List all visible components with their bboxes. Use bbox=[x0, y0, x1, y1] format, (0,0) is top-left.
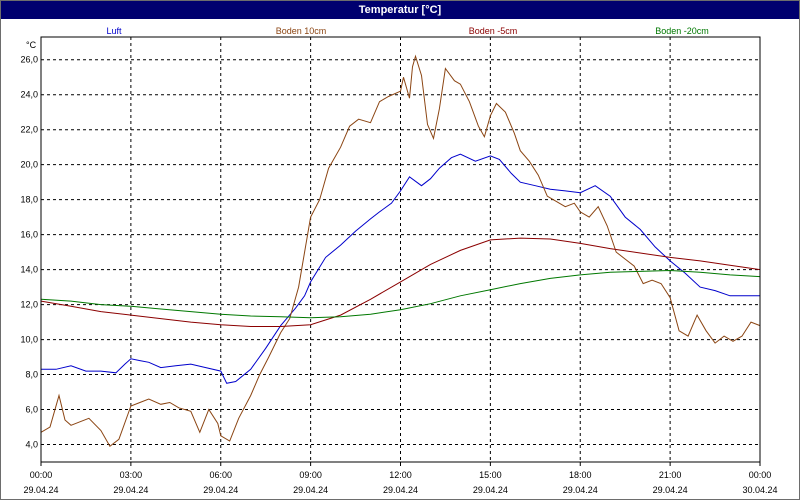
y-tick-label: 4,0 bbox=[25, 440, 38, 450]
x-tick-date: 29.04.24 bbox=[383, 485, 418, 495]
y-tick-label: 26,0 bbox=[20, 55, 38, 65]
y-tick-label: 10,0 bbox=[20, 335, 38, 345]
x-tick-time: 09:00 bbox=[299, 470, 322, 480]
series-line-boden-5cm bbox=[40, 237, 761, 327]
legend-entry: Luft bbox=[106, 26, 122, 36]
y-axis-label: °C bbox=[26, 40, 37, 50]
x-tick-time: 03:00 bbox=[120, 470, 143, 480]
x-tick-date: 29.04.24 bbox=[563, 485, 598, 495]
x-tick-date: 29.04.24 bbox=[293, 485, 328, 495]
x-tick-time: 15:00 bbox=[479, 470, 502, 480]
y-tick-label: 24,0 bbox=[20, 90, 38, 100]
x-tick-time: 00:00 bbox=[30, 470, 53, 480]
y-tick-label: 12,0 bbox=[20, 300, 38, 310]
y-tick-label: 22,0 bbox=[20, 125, 38, 135]
y-tick-label: 14,0 bbox=[20, 265, 38, 275]
y-tick-label: 20,0 bbox=[20, 160, 38, 170]
x-tick-time: 12:00 bbox=[389, 470, 412, 480]
series-line-boden-20cm bbox=[40, 269, 761, 319]
tick-layer: 4,0 6,0 8,0 10,0 12,0 14,0 16,0 18,0 20,0 22,0 24,… bbox=[20, 40, 777, 495]
x-tick-time: 18:00 bbox=[569, 470, 592, 480]
legend-entry: Boden -20cm bbox=[655, 26, 709, 36]
series-layer bbox=[40, 54, 761, 448]
grid-layer bbox=[41, 37, 760, 462]
series-line-boden-10cm bbox=[40, 54, 761, 448]
y-tick-label: 16,0 bbox=[20, 230, 38, 240]
x-tick-time: 06:00 bbox=[209, 470, 232, 480]
x-tick-date: 29.04.24 bbox=[23, 485, 58, 495]
x-tick-time: 00:00 bbox=[749, 470, 772, 480]
chart-title: Temperatur [°C] bbox=[1, 1, 799, 19]
series-line-luft bbox=[41, 153, 760, 384]
x-tick-date: 30.04.24 bbox=[742, 485, 777, 495]
x-tick-time: 21:00 bbox=[659, 470, 682, 480]
x-tick-date: 29.04.24 bbox=[113, 485, 148, 495]
y-tick-label: 8,0 bbox=[25, 370, 38, 380]
legend-layer: Luft Boden 10cm Boden -5cm Boden -20cm bbox=[106, 26, 708, 36]
legend-entry: Boden -5cm bbox=[469, 26, 518, 36]
x-tick-date: 29.04.24 bbox=[653, 485, 688, 495]
x-tick-date: 29.04.24 bbox=[203, 485, 238, 495]
y-tick-label: 6,0 bbox=[25, 405, 38, 415]
legend-entry: Boden 10cm bbox=[276, 26, 327, 36]
x-tick-date: 29.04.24 bbox=[473, 485, 508, 495]
y-tick-label: 18,0 bbox=[20, 195, 38, 205]
